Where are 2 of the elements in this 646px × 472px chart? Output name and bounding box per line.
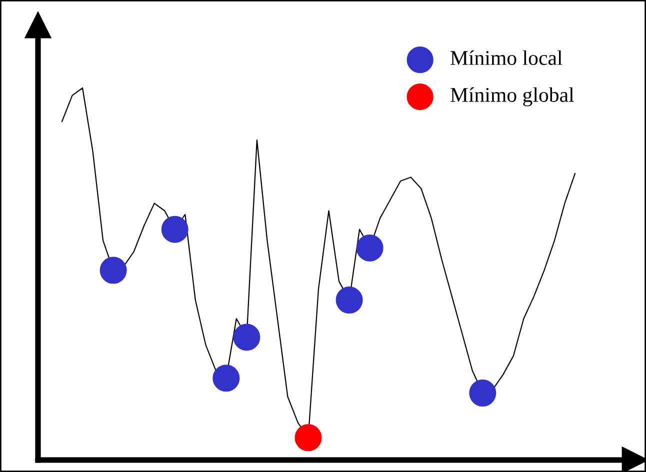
annotation: Mínimo global [450, 87, 574, 106]
text: Mínimo local [450, 50, 562, 66]
